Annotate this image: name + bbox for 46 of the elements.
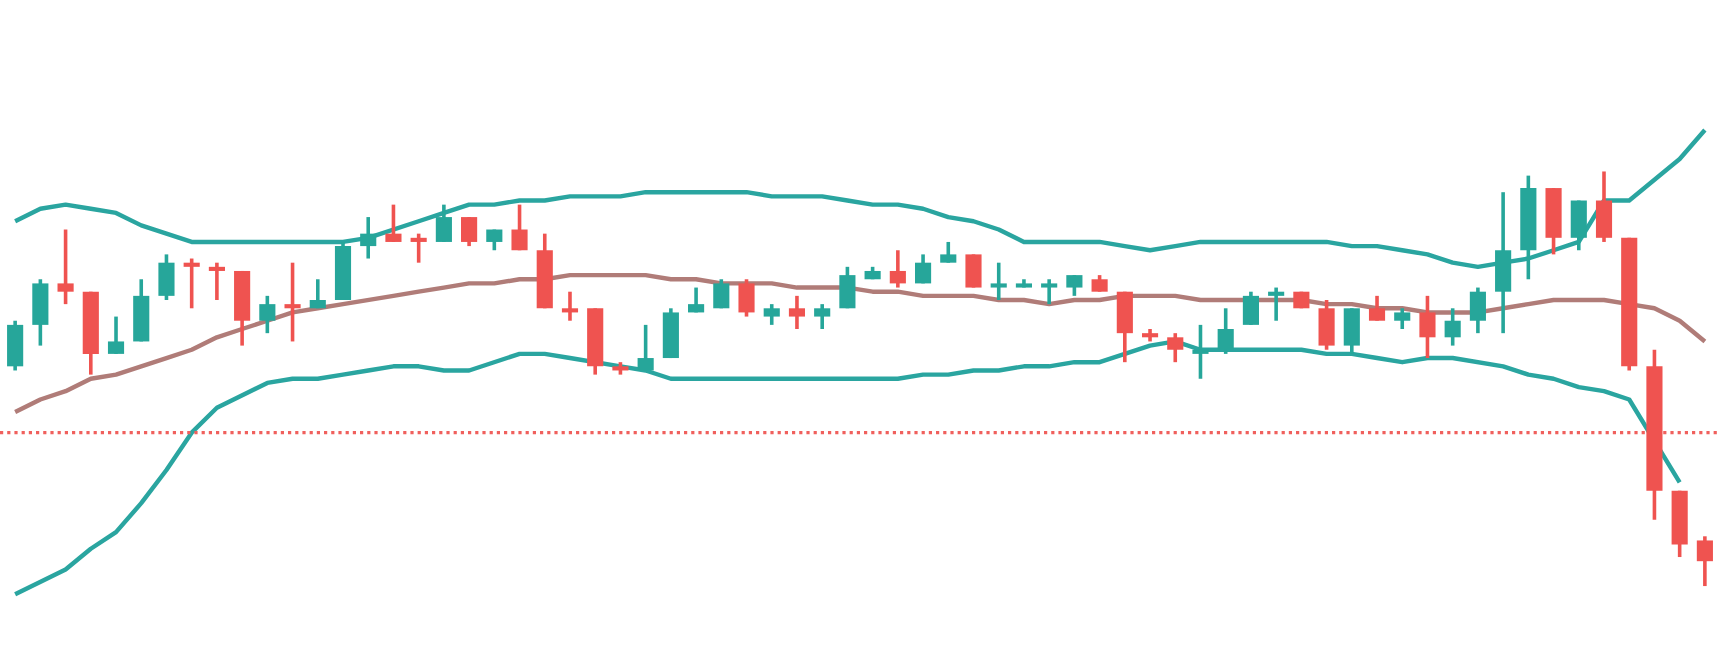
- candlestick: [309, 277, 326, 311]
- candlestick: [183, 256, 200, 311]
- candlestick: [107, 314, 125, 356]
- candlestick: [561, 289, 579, 323]
- candlestick: [1041, 277, 1058, 306]
- candlestick: [1116, 289, 1133, 364]
- candlestick: [713, 277, 730, 311]
- candlestick: [940, 240, 957, 265]
- candlestick: [662, 306, 679, 360]
- candlestick: [410, 231, 427, 265]
- candlestick: [688, 285, 705, 315]
- candlestick: [990, 260, 1007, 302]
- candlestick: [7, 318, 24, 373]
- candlestick: [133, 277, 150, 344]
- candlestick: [461, 215, 478, 248]
- candlestick: [284, 260, 301, 344]
- candlestick: [1696, 534, 1713, 588]
- candlestick: [1469, 285, 1486, 335]
- candlestick: [158, 252, 175, 302]
- candlestick: [1268, 285, 1285, 323]
- candlestick: [511, 202, 528, 253]
- candlestick: [1595, 169, 1613, 244]
- candlestick: [914, 252, 932, 286]
- candlestick: [738, 277, 755, 319]
- candlestick: [259, 294, 276, 335]
- candlestick: [965, 252, 982, 290]
- candlestick: [57, 227, 74, 306]
- candlestick: [1394, 306, 1411, 331]
- candlestick: [1419, 294, 1436, 360]
- candlestick: [763, 302, 780, 327]
- candlestick: [32, 277, 49, 348]
- candlestick: [839, 265, 856, 311]
- candlestick: [1570, 198, 1587, 253]
- candlestick: [814, 302, 831, 331]
- candlestick: [1066, 273, 1083, 298]
- candlestick: [360, 215, 377, 261]
- candlestick: [208, 260, 225, 302]
- candlestick: [1167, 331, 1184, 364]
- candlestick: [385, 202, 402, 244]
- candlestick: [435, 202, 452, 244]
- candlestick: [788, 294, 806, 331]
- candlestick: [1242, 289, 1259, 327]
- candlestick: [1444, 306, 1461, 348]
- candlestick: [1318, 298, 1335, 352]
- candlestick: [1368, 294, 1386, 323]
- candlestick: [889, 248, 906, 290]
